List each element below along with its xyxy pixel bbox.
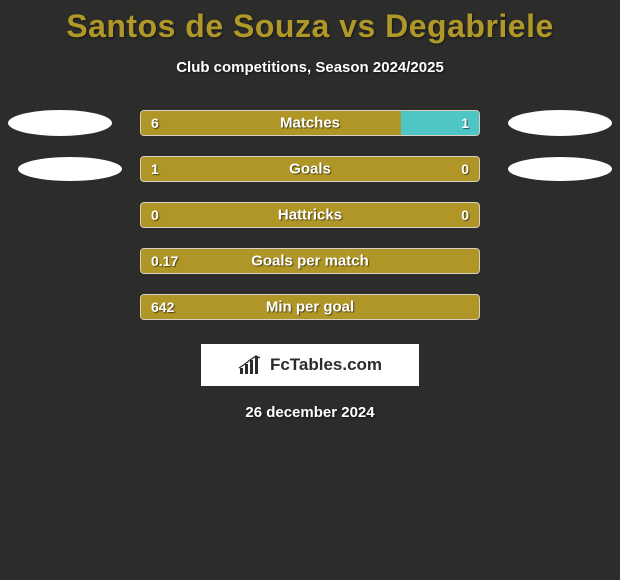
stat-label: Goals per match [141, 253, 479, 270]
stat-bar: 642Min per goal [140, 294, 480, 320]
stat-bar: 61Matches [140, 110, 480, 136]
comparison-widget: Santos de Souza vs Degabriele Club compe… [0, 0, 620, 580]
stat-bar: 10Goals [140, 156, 480, 182]
stat-rows: 61Matches 10Goals 00Hattricks 0.17Goals per… [0, 110, 620, 320]
player-right-marker [508, 157, 612, 181]
stat-bar: 0.17Goals per match [140, 248, 480, 274]
bars-icon [238, 354, 266, 376]
page-title: Santos de Souza vs Degabriele [0, 0, 620, 45]
stat-label: Goals [141, 161, 479, 178]
brand-text: FcTables.com [270, 355, 382, 375]
stat-label: Hattricks [141, 207, 479, 224]
player-left-marker [8, 110, 112, 136]
stat-label: Matches [141, 115, 479, 132]
date-text: 26 december 2024 [0, 404, 620, 421]
player-right-marker [508, 110, 612, 136]
stat-label: Min per goal [141, 299, 479, 316]
brand-badge: FcTables.com [201, 344, 419, 386]
player-left-marker [18, 157, 122, 181]
stat-row: 00Hattricks [0, 202, 620, 228]
stat-row: 61Matches [0, 110, 620, 136]
stat-row: 10Goals [0, 156, 620, 182]
subtitle: Club competitions, Season 2024/2025 [0, 59, 620, 76]
stat-bar: 00Hattricks [140, 202, 480, 228]
stat-row: 0.17Goals per match [0, 248, 620, 274]
stat-row: 642Min per goal [0, 294, 620, 320]
